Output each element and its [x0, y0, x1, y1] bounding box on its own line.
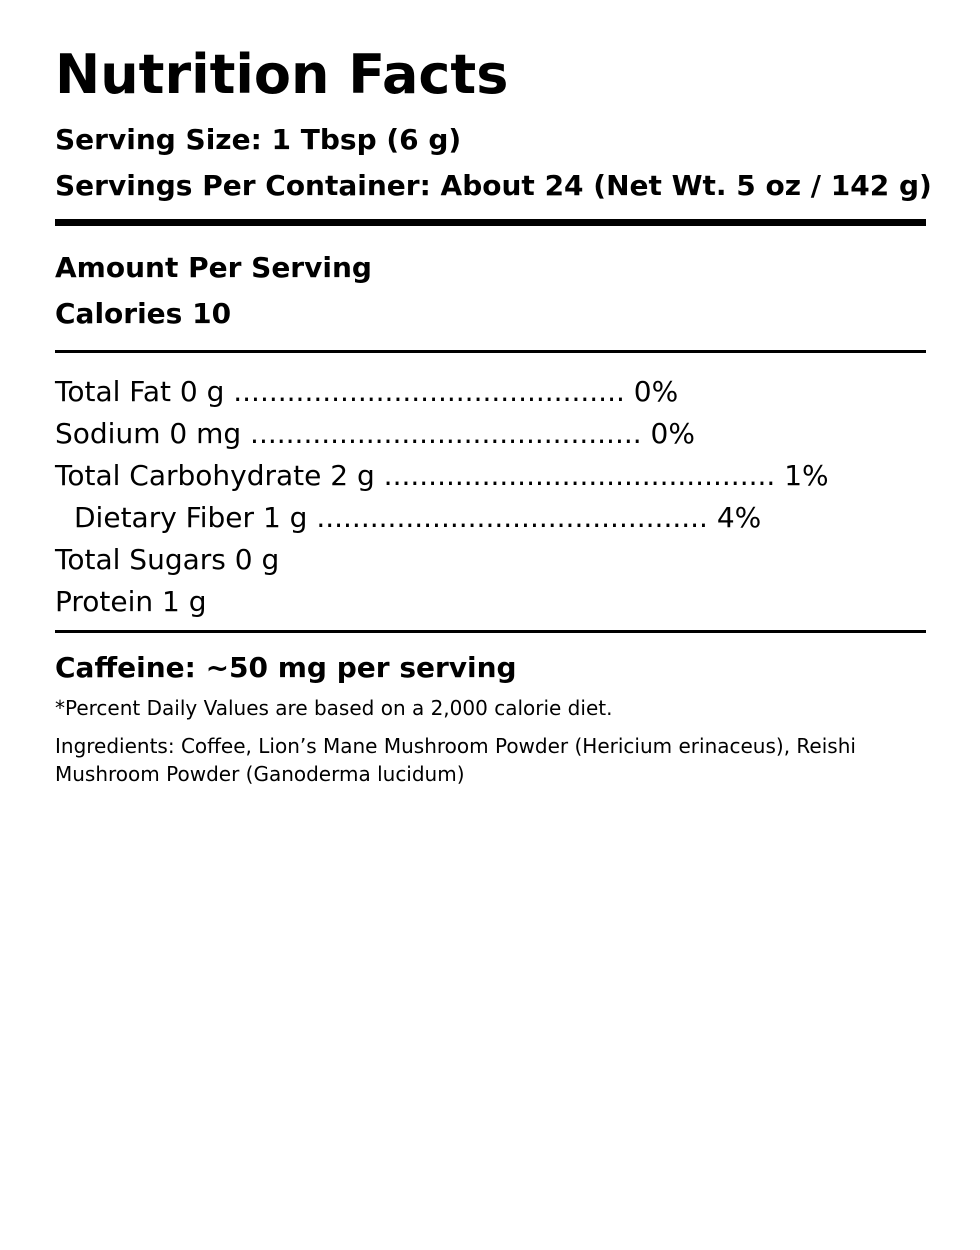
nutrient-row: Total Fat 0 g ..........................… [55, 375, 679, 408]
nutrient-row: Dietary Fiber 1 g ......................… [74, 501, 762, 534]
title: Nutrition Facts [55, 43, 509, 106]
rule [55, 630, 926, 633]
thick-rule [55, 219, 926, 226]
servings-per-container: Servings Per Container: About 24 (Net Wt… [55, 169, 932, 202]
rule [55, 350, 926, 353]
nutrient-row: Sodium 0 mg ............................… [55, 417, 695, 450]
footnote: *Percent Daily Values are based on a 2,0… [55, 696, 613, 720]
nutrient-row: Total Sugars 0 g [55, 543, 280, 576]
nutrient-row: Total Carbohydrate 2 g .................… [55, 459, 829, 492]
calories: Calories 10 [55, 297, 232, 330]
serving-size: Serving Size: 1 Tbsp (6 g) [55, 123, 462, 156]
caffeine: Caffeine: ~50 mg per serving [55, 651, 517, 684]
nutrient-row: Protein 1 g [55, 585, 207, 618]
ingredients: Ingredients: Coffee, Lion’s Mane Mushroo… [55, 734, 856, 786]
amount-per-serving: Amount Per Serving [55, 251, 372, 284]
